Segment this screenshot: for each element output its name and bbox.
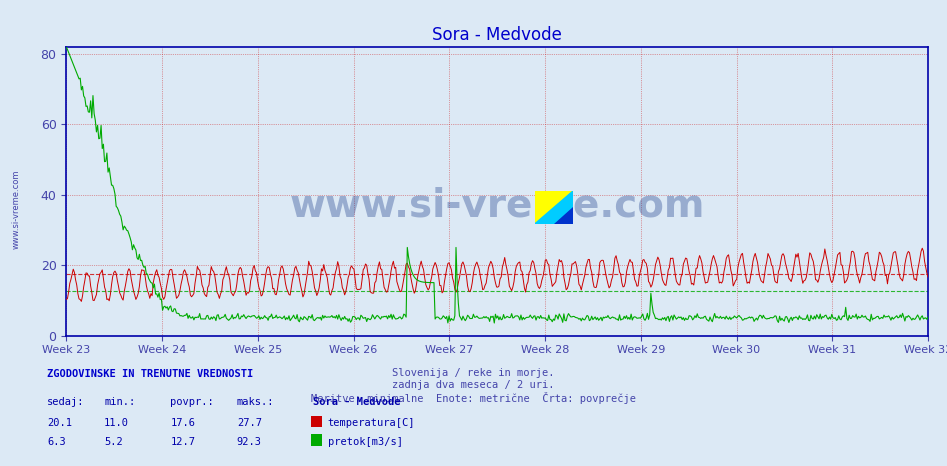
Text: 11.0: 11.0 xyxy=(104,418,129,428)
Text: 5.2: 5.2 xyxy=(104,437,123,447)
Text: www.si-vreme.com: www.si-vreme.com xyxy=(290,186,705,225)
Text: 12.7: 12.7 xyxy=(170,437,195,447)
Text: Sora - Medvode: Sora - Medvode xyxy=(313,397,400,407)
Text: maks.:: maks.: xyxy=(237,397,275,407)
Polygon shape xyxy=(535,191,573,224)
Text: sedaj:: sedaj: xyxy=(47,397,85,407)
Text: 6.3: 6.3 xyxy=(47,437,66,447)
Text: povpr.:: povpr.: xyxy=(170,397,214,407)
Text: Slovenija / reke in morje.
zadnja dva meseca / 2 uri.
Meritve: minimalne  Enote:: Slovenija / reke in morje. zadnja dva me… xyxy=(311,368,636,404)
Text: 20.1: 20.1 xyxy=(47,418,72,428)
Text: ZGODOVINSKE IN TRENUTNE VREDNOSTI: ZGODOVINSKE IN TRENUTNE VREDNOSTI xyxy=(47,370,254,379)
Text: www.si-vreme.com: www.si-vreme.com xyxy=(11,170,21,249)
Text: pretok[m3/s]: pretok[m3/s] xyxy=(328,437,402,447)
Polygon shape xyxy=(535,191,573,224)
Text: temperatura[C]: temperatura[C] xyxy=(328,418,415,428)
Text: 92.3: 92.3 xyxy=(237,437,261,447)
Text: 27.7: 27.7 xyxy=(237,418,261,428)
Text: 17.6: 17.6 xyxy=(170,418,195,428)
Text: min.:: min.: xyxy=(104,397,135,407)
Polygon shape xyxy=(554,207,573,224)
Title: Sora - Medvode: Sora - Medvode xyxy=(432,26,563,44)
